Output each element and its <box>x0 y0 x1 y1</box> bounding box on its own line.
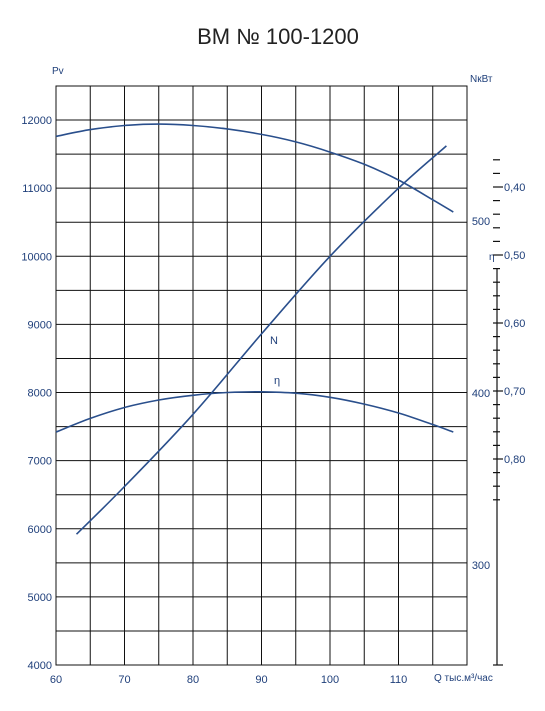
y-tick-label: 10000 <box>21 251 52 263</box>
plot-grid <box>55 85 468 666</box>
efficiency-curve-eta <box>55 390 454 433</box>
x-tick-label: 100 <box>321 674 339 686</box>
tick-labels: 4000 5000 6000 7000 8000 9000 10000 11000 12000 6… <box>21 115 407 686</box>
y-tick-label: 6000 <box>28 524 52 536</box>
power-tick-label: 300 <box>472 560 490 572</box>
pressure-curve <box>55 123 454 213</box>
eff-tick-label: 0,40 <box>504 182 525 194</box>
power-curve-n <box>75 145 447 535</box>
right-axes: 0,40 0,50 0,60 0,70 0,80 300 400 500 <box>472 159 525 666</box>
curve-label-eta: η <box>274 375 280 387</box>
chart-title: ВМ № 100-1200 <box>197 24 359 49</box>
power-axis-label: NкВт <box>470 74 493 85</box>
y-tick-label: 5000 <box>28 592 52 604</box>
curve-label-n: N <box>270 335 278 347</box>
x-tick-label: 60 <box>50 674 62 686</box>
y-tick-label: 4000 <box>28 660 52 672</box>
left-axis-label: Pv <box>52 66 64 77</box>
eff-tick-label: 0,80 <box>504 454 525 466</box>
power-tick-label: 500 <box>472 216 490 228</box>
x-tick-label: 110 <box>390 674 408 686</box>
eff-tick-label: 0,60 <box>504 318 525 330</box>
x-axis-label: Q тыс.м³/час <box>434 673 493 684</box>
eff-axis-label: η <box>489 252 495 263</box>
eff-tick-label: 0,70 <box>504 386 525 398</box>
x-tick-label: 70 <box>118 674 130 686</box>
eff-tick-label: 0,50 <box>504 250 525 262</box>
x-tick-label: 90 <box>255 674 267 686</box>
x-tick-label: 80 <box>187 674 199 686</box>
power-tick-label: 400 <box>472 388 490 400</box>
y-tick-label: 8000 <box>28 388 52 400</box>
y-tick-label: 9000 <box>28 319 52 331</box>
y-tick-label: 12000 <box>21 115 52 127</box>
y-tick-label: 7000 <box>28 456 52 468</box>
y-tick-label: 11000 <box>22 183 52 195</box>
curves <box>55 123 454 535</box>
